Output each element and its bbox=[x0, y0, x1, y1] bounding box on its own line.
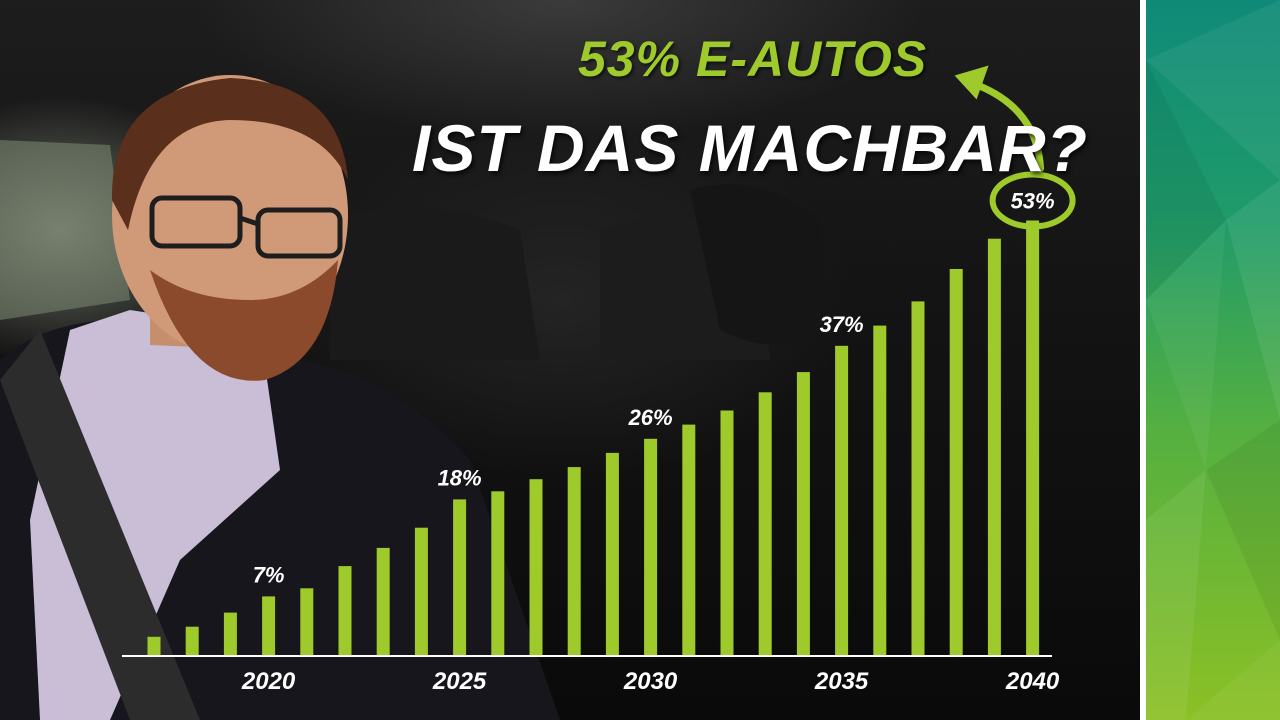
bar-2037 bbox=[911, 301, 925, 655]
data-label-2030: 26% bbox=[628, 405, 673, 430]
bar-2024 bbox=[414, 527, 428, 655]
bar-2032 bbox=[720, 410, 734, 655]
data-label-2040: 53% bbox=[1011, 189, 1055, 214]
bar-2027 bbox=[529, 479, 543, 655]
highlight-annotation bbox=[954, 65, 1076, 230]
bar-2020 bbox=[262, 596, 276, 655]
glasses-left-lens bbox=[149, 195, 243, 249]
data-label-2020: 7% bbox=[253, 562, 285, 587]
beard bbox=[150, 260, 338, 381]
bar-2039 bbox=[987, 238, 1001, 655]
x-tick-2020: 2020 bbox=[241, 668, 296, 695]
highlight-arrow-head bbox=[954, 65, 989, 100]
bar-2019 bbox=[223, 612, 237, 655]
bar-2028 bbox=[567, 467, 581, 655]
chart-data-labels: 7% 18% 26% 37% 53% bbox=[253, 189, 1055, 588]
video-background: 7% 18% 26% 37% 53% 2020 2025 2030 2035 2040 53% … bbox=[0, 0, 1140, 720]
bar-2018 bbox=[185, 626, 199, 655]
hair bbox=[111, 78, 348, 230]
polygon-pattern bbox=[1146, 0, 1280, 720]
bar-2030 bbox=[644, 438, 658, 655]
chart-bars bbox=[147, 220, 1040, 655]
car-window bbox=[0, 140, 130, 320]
bar-2035 bbox=[835, 345, 849, 655]
bar-2031 bbox=[682, 424, 696, 655]
green-side-panel bbox=[1146, 0, 1280, 720]
car-seat-left bbox=[330, 207, 540, 360]
e-car-share-bar-chart: 7% 18% 26% 37% 53% 2020 2025 2030 2035 2040 bbox=[122, 65, 1076, 695]
data-label-2025: 18% bbox=[438, 465, 482, 490]
bar-2017 bbox=[147, 636, 161, 655]
headline-subtitle: 53% E-AUTOS bbox=[578, 31, 928, 87]
bar-2026 bbox=[491, 491, 505, 655]
x-tick-2040: 2040 bbox=[1005, 668, 1060, 695]
person-in-car-illustration bbox=[0, 75, 830, 720]
highlight-arrow-shaft bbox=[967, 79, 1045, 173]
x-axis-ticks: 2020 2025 2030 2035 2040 bbox=[241, 668, 1060, 695]
bar-2038 bbox=[949, 269, 963, 655]
x-tick-2035: 2035 bbox=[814, 668, 869, 695]
bar-2025 bbox=[453, 499, 467, 655]
headline-title: IST DAS MACHBAR? bbox=[412, 111, 1088, 185]
bar-2022 bbox=[338, 566, 352, 655]
seat-belt bbox=[0, 330, 200, 720]
x-tick-2030: 2030 bbox=[623, 668, 678, 695]
bar-2033 bbox=[758, 392, 772, 655]
bar-2040 bbox=[1026, 220, 1040, 655]
passenger-silhouette bbox=[690, 184, 830, 345]
bar-2029 bbox=[605, 452, 619, 655]
data-label-2035: 37% bbox=[820, 312, 864, 337]
panel-separator bbox=[1140, 0, 1146, 720]
highlight-circle bbox=[989, 171, 1076, 230]
glasses-bridge bbox=[239, 215, 259, 227]
bar-2021 bbox=[300, 588, 314, 655]
glasses-right-lens bbox=[255, 207, 343, 259]
bar-2036 bbox=[873, 325, 887, 655]
x-tick-2025: 2025 bbox=[432, 668, 487, 695]
bar-2034 bbox=[796, 372, 810, 655]
bar-2023 bbox=[376, 547, 390, 655]
